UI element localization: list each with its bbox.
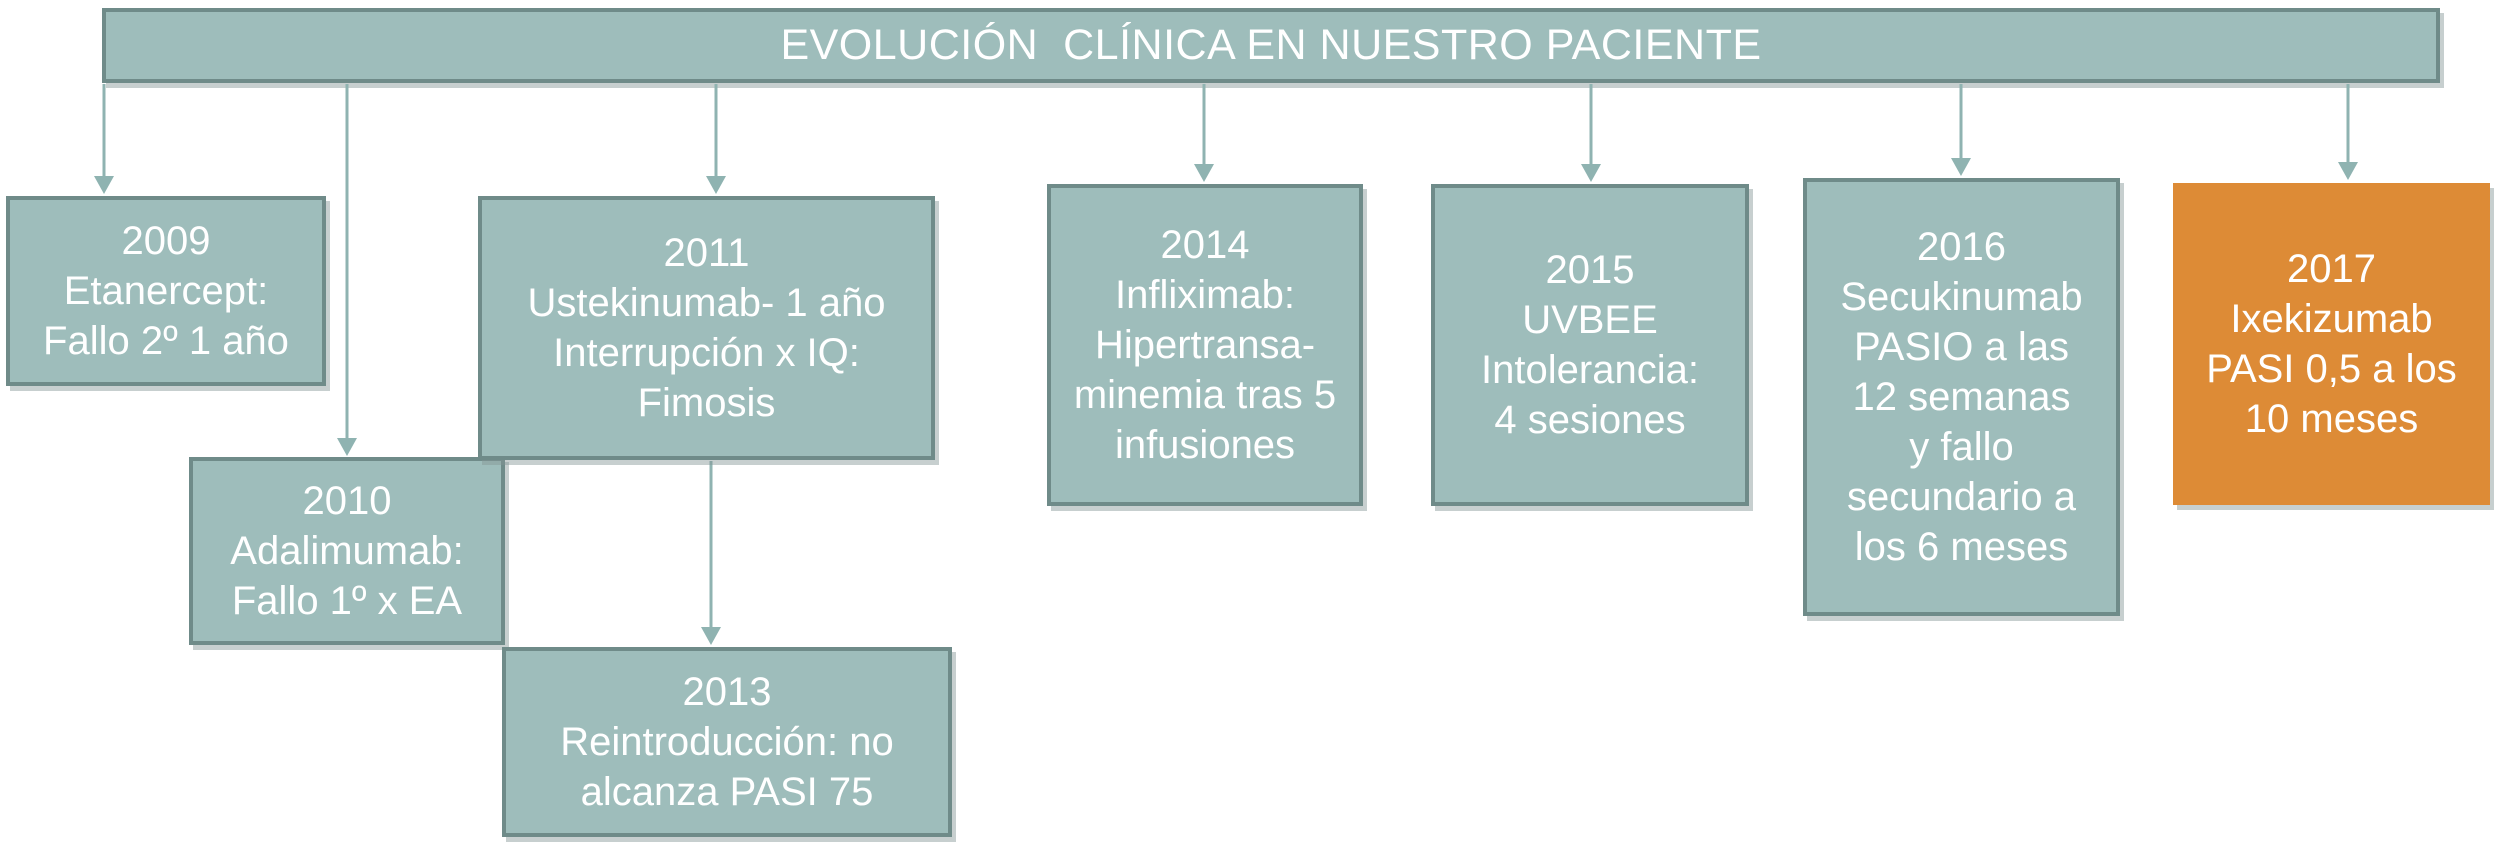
arrow-to-2015 [1581, 84, 1601, 182]
timeline-box-2015: 2015 UVBEE Intolerancia: 4 sesiones [1431, 184, 1749, 506]
diagram-title-bar: EVOLUCIÓN CLÍNICA EN NUESTRO PACIENTE [102, 8, 2440, 83]
timeline-box-2009-text: 2009 Etanercept: Fallo 2º 1 año [43, 219, 289, 363]
arrow-to-2011 [706, 84, 726, 194]
timeline-box-2013-text: 2013 Reintroducción: no alcanza PASI 75 [560, 670, 894, 814]
timeline-box-2016: 2016 Secukinumab PASIO a las 12 semanas … [1803, 178, 2120, 616]
arrow-to-2016 [1951, 84, 1971, 176]
timeline-box-2016-text: 2016 Secukinumab PASIO a las 12 semanas … [1840, 225, 2083, 569]
timeline-box-2014: 2014 Infliximab: Hipertransa- minemia tr… [1047, 184, 1363, 506]
arrow-to-2017 [2338, 84, 2358, 180]
timeline-box-2017-text: 2017 Ixekizumab PASI 0,5 a los 10 meses [2206, 247, 2457, 441]
diagram-title: EVOLUCIÓN CLÍNICA EN NUESTRO PACIENTE [780, 21, 1762, 69]
timeline-box-2011: 2011 Ustekinumab- 1 año Interrupción x I… [478, 196, 935, 460]
timeline-box-2011-text: 2011 Ustekinumab- 1 año Interrupción x I… [527, 231, 886, 425]
arrow-to-2014 [1194, 84, 1214, 182]
timeline-box-2013: 2013 Reintroducción: no alcanza PASI 75 [502, 647, 952, 837]
timeline-box-2010-text: 2010 Adalimumab: Fallo 1º x EA [230, 479, 464, 623]
timeline-box-2014-text: 2014 Infliximab: Hipertransa- minemia tr… [1073, 223, 1337, 467]
timeline-box-2010: 2010 Adalimumab: Fallo 1º x EA [189, 457, 505, 645]
arrow-to-2010 [337, 84, 357, 456]
arrow-to-2009 [94, 84, 114, 194]
arrow-to-2013 [701, 461, 721, 645]
timeline-box-2009: 2009 Etanercept: Fallo 2º 1 año [6, 196, 326, 386]
timeline-box-2015-text: 2015 UVBEE Intolerancia: 4 sesiones [1481, 248, 1699, 442]
timeline-box-2017-highlight: 2017 Ixekizumab PASI 0,5 a los 10 meses [2173, 183, 2490, 505]
